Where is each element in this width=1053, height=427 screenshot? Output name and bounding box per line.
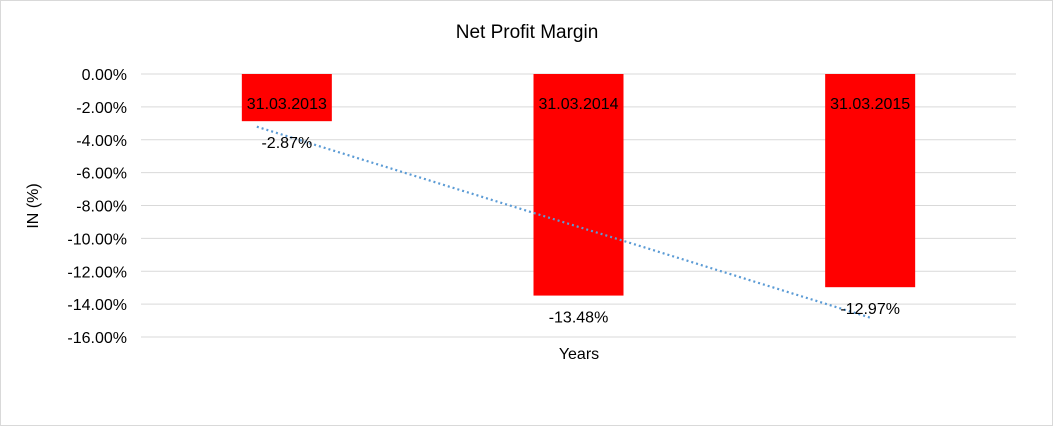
data-label: -13.48%	[549, 310, 609, 327]
x-axis-label: Years	[559, 346, 599, 363]
y-tick-label: -14.00%	[67, 297, 127, 314]
trendline	[256, 125, 871, 319]
y-tick-label: -16.00%	[67, 330, 127, 347]
bar	[241, 74, 332, 122]
y-axis-label: IN (%)	[25, 183, 42, 228]
y-tick-label: -12.00%	[67, 264, 127, 281]
y-tick-label: -8.00%	[76, 199, 127, 216]
category-label: 31.03.2015	[830, 96, 910, 113]
y-tick-label: -10.00%	[67, 231, 127, 248]
bar	[533, 74, 624, 296]
y-tick-label: -6.00%	[76, 166, 127, 183]
y-tick-label: -2.00%	[76, 100, 127, 117]
category-label: 31.03.2013	[247, 96, 327, 113]
bar	[825, 74, 916, 288]
data-label: -12.97%	[840, 301, 900, 318]
category-label: 31.03.2014	[538, 96, 618, 113]
chart-title: Net Profit Margin	[456, 22, 599, 43]
y-tick-label: -4.00%	[76, 133, 127, 150]
y-tick-label: 0.00%	[82, 67, 127, 84]
data-label: -2.87%	[261, 135, 312, 152]
